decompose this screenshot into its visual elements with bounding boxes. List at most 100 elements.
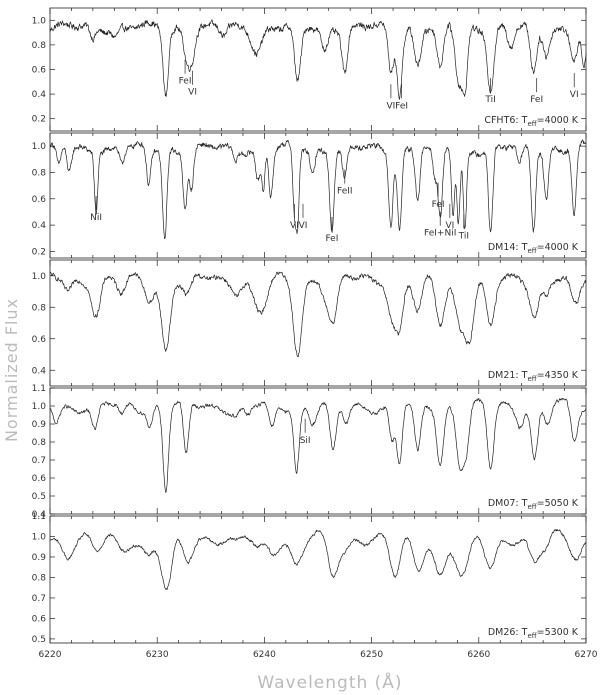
y-tick-label: 0.4 <box>32 366 47 376</box>
panel-frame <box>49 259 587 387</box>
panel-star-label: DM14: Teff=4000 K <box>488 242 579 255</box>
panel-dm26: 0.5 0.6 0.7 0.8 0.9 1.0 1.1 DM26: Teff=5300 K <box>32 512 587 645</box>
y-tick-label: 0.2 <box>32 247 46 257</box>
y-tick-label: 0.8 <box>32 41 47 51</box>
line-id-label: VI <box>299 221 308 231</box>
spectrum-line-dm14 <box>49 139 587 239</box>
teff-subscript: eff <box>527 503 536 511</box>
line-id-label: FeI <box>432 200 445 210</box>
line-id-label: FeI <box>325 234 338 244</box>
panel-dm07: 0.4 0.5 0.6 0.7 0.8 0.9 1.0 1.1 SiI DM07: Teff=50… <box>32 384 587 520</box>
y-tick-label: 0.4 <box>32 510 47 520</box>
y-tick-label: 0.4 <box>32 221 47 231</box>
line-id-label: SiI <box>300 436 311 446</box>
teff-value: =5300 K <box>537 627 579 638</box>
line-id-label: TiI <box>484 95 495 105</box>
panel-star-label: DM21: Teff=4350 K <box>488 370 579 383</box>
panel-frame <box>49 515 587 644</box>
y-tick-label: 0.8 <box>32 573 47 583</box>
x-tick-label: 6260 <box>467 650 490 660</box>
y-tick-label: 1.0 <box>32 532 47 542</box>
star-name: DM14 <box>488 242 516 253</box>
panel-frame <box>49 7 587 132</box>
y-tick-label: 0.9 <box>32 420 47 430</box>
y-tick-label: 1.0 <box>32 142 47 152</box>
panel-star-label: DM07: Teff=5050 K <box>488 498 579 511</box>
teff-symbol: T <box>521 242 528 253</box>
y-tick-label: 0.2 <box>32 115 46 125</box>
line-id-label: FeI <box>530 95 543 105</box>
line-id-label: FeI+NiI <box>424 229 456 239</box>
panel-star-label: DM26: Teff=5300 K <box>488 627 579 640</box>
x-axis-label: Wavelength (Å) <box>257 671 402 693</box>
y-tick-label: 0.7 <box>32 456 46 466</box>
x-tick-label: 6250 <box>360 650 383 660</box>
star-sep: : <box>515 627 521 638</box>
y-tick-label: 0.4 <box>32 90 47 100</box>
panel-frame <box>49 387 587 515</box>
y-tick-label: 0.8 <box>32 438 47 448</box>
star-name: DM21 <box>488 370 516 381</box>
teff-value: =4350 K <box>537 370 579 381</box>
teff-symbol: T <box>521 627 528 638</box>
x-tick-label: 6230 <box>146 650 169 660</box>
line-id-label: VI <box>188 88 197 98</box>
teff-symbol: T <box>521 498 528 509</box>
x-tick-label: 6220 <box>39 650 62 660</box>
line-id-label: VI <box>290 221 299 231</box>
y-tick-label: 0.6 <box>32 195 47 205</box>
line-id-label: VI <box>386 101 395 111</box>
teff-symbol: T <box>521 370 528 381</box>
teff-value: =4000 K <box>537 115 579 126</box>
y-tick-label: 1.1 <box>32 384 46 394</box>
y-tick-label: 0.8 <box>32 303 47 313</box>
line-id-label: FeI <box>179 77 192 87</box>
teff-value: =5050 K <box>537 498 579 509</box>
y-tick-label: 0.6 <box>32 66 47 76</box>
panel-dm21: 0.4 0.6 0.8 1.0 DM21: Teff=4350 K <box>32 259 587 387</box>
x-tick-label: 6240 <box>253 650 276 660</box>
star-sep: : <box>515 498 521 509</box>
teff-subscript: eff <box>527 120 536 128</box>
y-tick-label: 1.0 <box>32 16 47 26</box>
teff-subscript: eff <box>527 632 536 640</box>
y-tick-label: 0.6 <box>32 335 47 345</box>
y-tick-label: 0.5 <box>32 635 46 645</box>
teff-value: =4000 K <box>537 242 579 253</box>
line-id-label: VI <box>570 90 579 100</box>
y-tick-label: 0.7 <box>32 594 46 604</box>
x-tick-label: 6270 <box>575 650 598 660</box>
y-tick-label: 1.0 <box>32 402 47 412</box>
y-tick-label: 1.0 <box>32 272 47 282</box>
star-name: DM26 <box>488 627 516 638</box>
line-id-label: FeII <box>337 187 353 197</box>
line-id-label: TiI <box>458 231 469 241</box>
star-sep: : <box>515 242 521 253</box>
panel-frame <box>49 132 587 259</box>
y-axis-label: Normalized Flux <box>2 298 21 442</box>
y-tick-label: 1.1 <box>32 512 46 522</box>
y-tick-label: 0.5 <box>32 492 46 502</box>
y-tick-label: 0.6 <box>32 614 47 624</box>
spectrum-line-dm26 <box>49 529 587 590</box>
teff-symbol: T <box>521 115 528 126</box>
star-sep: : <box>515 115 521 126</box>
line-id-label: VI <box>445 221 454 231</box>
y-tick-label: 0.6 <box>32 474 47 484</box>
y-tick-label: 0.8 <box>32 168 47 178</box>
line-id-label: FeI <box>395 101 408 111</box>
spectrum-line-cfht6 <box>49 19 587 100</box>
star-name: DM07 <box>488 498 516 509</box>
star-sep: : <box>515 370 521 381</box>
spectrum-line-dm07 <box>49 397 587 493</box>
spectrum-line-dm21 <box>49 271 587 358</box>
teff-subscript: eff <box>527 247 536 255</box>
star-name: CFHT6 <box>484 115 515 126</box>
panel-star-label: CFHT6: Teff=4000 K <box>484 115 578 128</box>
line-id-label: NiI <box>90 213 102 223</box>
y-tick-label: 0.9 <box>32 553 47 563</box>
